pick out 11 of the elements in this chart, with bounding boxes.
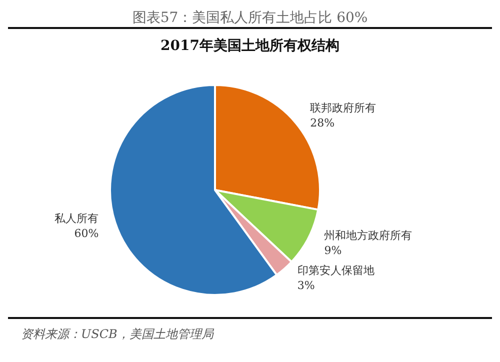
data-label: 3% bbox=[297, 278, 315, 292]
slice-label: 联邦政府所有 bbox=[310, 101, 376, 114]
chart-title: 图表57：美国私人所有土地占比 60% bbox=[132, 10, 368, 26]
text: 资料来源：USCB，美国土地管理局 bbox=[21, 327, 214, 341]
chart-subtitle: 2017年美国土地所有权结构 bbox=[160, 37, 340, 54]
slice-label: 私人所有 bbox=[54, 212, 99, 226]
data-label: 9% bbox=[324, 244, 342, 258]
data-label: 28% bbox=[310, 116, 335, 130]
data-label: 60% bbox=[74, 227, 99, 240]
slice-label: 州和地方政府所有 bbox=[324, 229, 412, 242]
slice-label: 印第安人保留地 bbox=[297, 264, 374, 277]
